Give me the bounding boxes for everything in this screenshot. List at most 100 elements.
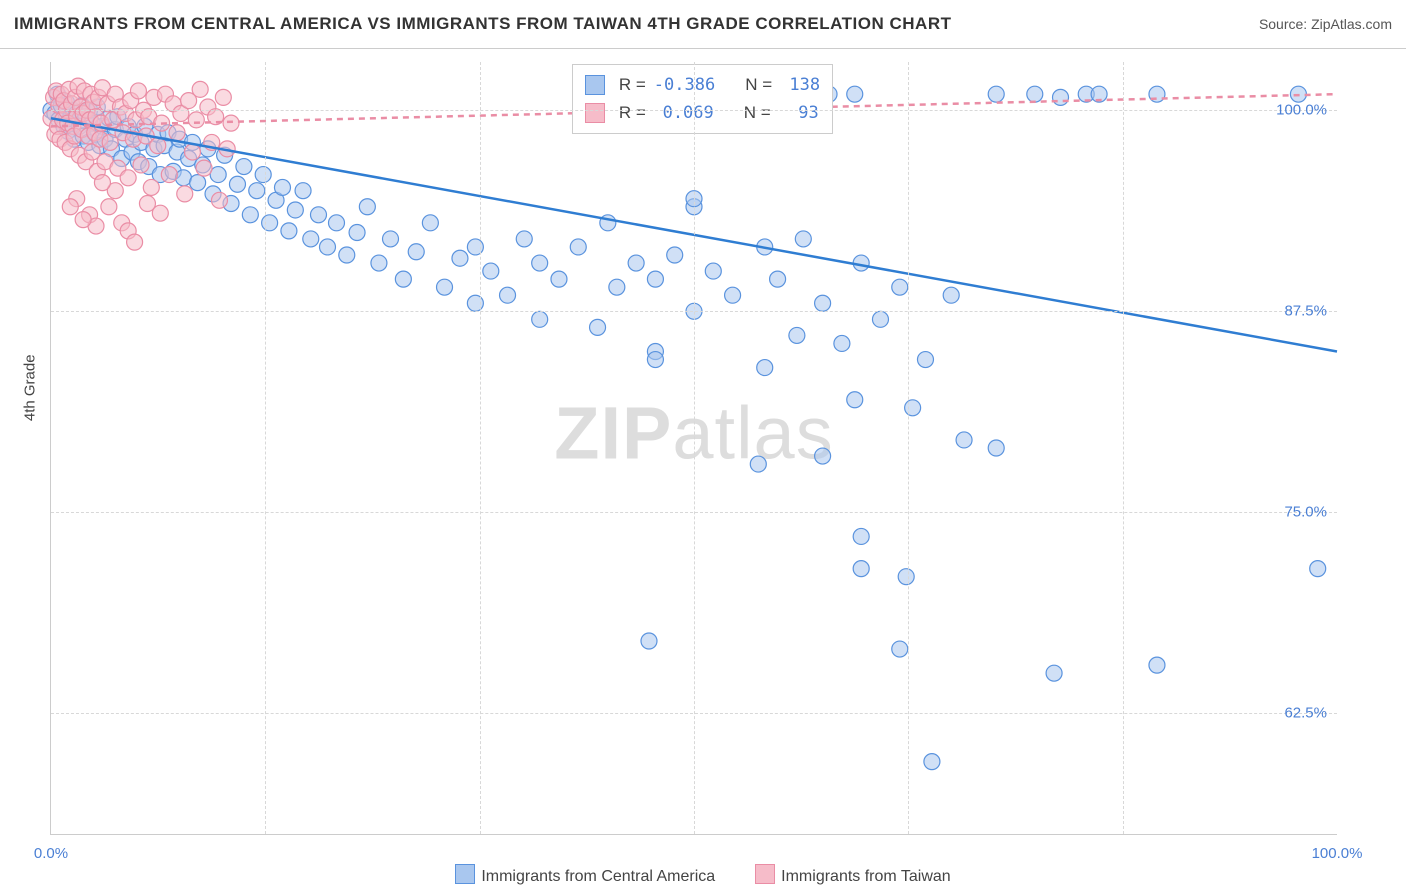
data-point (249, 183, 265, 199)
legend-n-label: N = (744, 103, 771, 123)
data-point (215, 89, 231, 105)
data-point (184, 144, 200, 160)
legend-n-value: 93 (779, 103, 819, 123)
legend-swatch (455, 864, 475, 884)
data-point (924, 754, 940, 770)
data-point (641, 633, 657, 649)
data-point (905, 400, 921, 416)
data-point (120, 170, 136, 186)
data-point (127, 234, 143, 250)
data-point (789, 327, 805, 343)
data-point (815, 295, 831, 311)
data-point (847, 86, 863, 102)
data-point (847, 392, 863, 408)
data-point (516, 231, 532, 247)
data-point (757, 360, 773, 376)
data-point (892, 641, 908, 657)
data-point (898, 569, 914, 585)
data-point (853, 561, 869, 577)
data-point (150, 138, 166, 154)
legend-r-label: R = (619, 75, 646, 95)
data-point (236, 159, 252, 175)
data-point (211, 192, 227, 208)
gridline-v (265, 62, 266, 834)
data-point (770, 271, 786, 287)
data-point (725, 287, 741, 303)
data-point (133, 157, 149, 173)
data-point (532, 311, 548, 327)
data-point (628, 255, 644, 271)
data-point (917, 352, 933, 368)
data-point (242, 207, 258, 223)
stats-legend-row: R = -0.386 N = 138 (585, 71, 820, 99)
data-point (570, 239, 586, 255)
legend-r-value: 0.069 (654, 103, 714, 123)
data-point (834, 335, 850, 351)
data-point (853, 528, 869, 544)
data-point (609, 279, 625, 295)
data-point (287, 202, 303, 218)
data-point (500, 287, 516, 303)
legend-r-label: R = (619, 103, 646, 123)
data-point (483, 263, 499, 279)
data-point (956, 432, 972, 448)
data-point (192, 81, 208, 97)
data-point (467, 239, 483, 255)
data-point (188, 112, 204, 128)
xlegend-item: Immigrants from Taiwan (755, 864, 951, 886)
data-point (303, 231, 319, 247)
xlegend-label: Immigrants from Central America (481, 868, 715, 885)
data-point (274, 179, 290, 195)
legend-swatch (585, 103, 605, 123)
legend-swatch (585, 75, 605, 95)
data-point (281, 223, 297, 239)
data-point (161, 167, 177, 183)
data-point (75, 212, 91, 228)
legend-swatch (755, 864, 775, 884)
data-point (349, 224, 365, 240)
data-point (705, 263, 721, 279)
data-point (590, 319, 606, 335)
ytick-label: 75.0% (1284, 504, 1327, 521)
data-point (1310, 561, 1326, 577)
source-name: ZipAtlas.com (1311, 16, 1392, 32)
data-point (319, 239, 335, 255)
data-point (190, 175, 206, 191)
x-legend: Immigrants from Central America Immigrant… (0, 864, 1406, 886)
data-point (177, 186, 193, 202)
data-point (143, 179, 159, 195)
ytick-label: 62.5% (1284, 705, 1327, 722)
data-point (130, 83, 146, 99)
data-point (94, 175, 110, 191)
data-point (988, 440, 1004, 456)
data-point (1149, 657, 1165, 673)
data-point (795, 231, 811, 247)
source-prefix: Source: (1259, 16, 1311, 32)
legend-n-value: 138 (780, 75, 820, 95)
data-point (1027, 86, 1043, 102)
data-point (943, 287, 959, 303)
chart-title: IMMIGRANTS FROM CENTRAL AMERICA VS IMMIG… (14, 14, 951, 34)
data-point (101, 199, 117, 215)
data-point (196, 160, 212, 176)
data-point (62, 199, 78, 215)
ytick-label: 100.0% (1276, 102, 1327, 119)
xlegend-item: Immigrants from Central America (455, 864, 715, 886)
data-point (437, 279, 453, 295)
data-point (667, 247, 683, 263)
data-point (872, 311, 888, 327)
data-point (452, 250, 468, 266)
plot-area: ZIPatlas R =-0.386N =138R =0.069N =93 62… (50, 62, 1337, 835)
data-point (295, 183, 311, 199)
legend-n-label: N = (745, 75, 772, 95)
data-point (255, 167, 271, 183)
data-point (328, 215, 344, 231)
data-point (532, 255, 548, 271)
xtick-label: 100.0% (1312, 845, 1363, 862)
data-point (815, 448, 831, 464)
legend-r-value: -0.386 (654, 75, 715, 95)
xtick-label: 0.0% (34, 845, 68, 862)
data-point (647, 352, 663, 368)
data-point (1053, 89, 1069, 105)
stats-legend-row: R = 0.069 N = 93 (585, 99, 820, 127)
